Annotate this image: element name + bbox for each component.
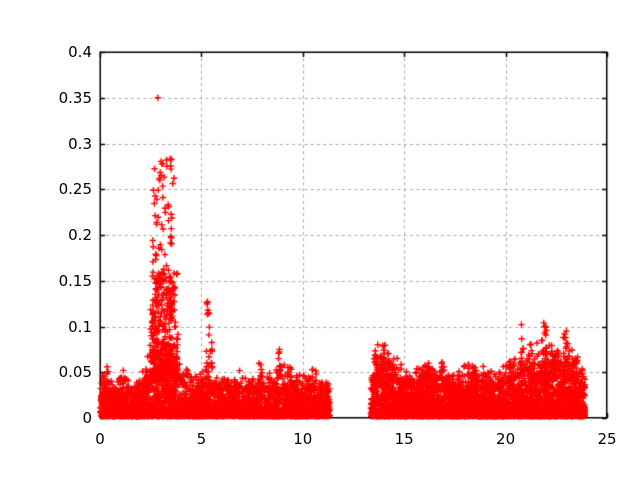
x-tick-label: 10	[293, 430, 313, 448]
x-tick-label: 20	[496, 430, 516, 448]
y-tick-label: 0.1	[68, 317, 92, 336]
y-tick-label: 0	[82, 409, 92, 427]
x-tick-label: 25	[597, 430, 617, 448]
x-tick-label: 15	[394, 430, 414, 448]
y-tick-label: 0.35	[58, 88, 92, 107]
x-tick-label: 5	[196, 430, 207, 448]
y-tick-label: 0.4	[68, 43, 92, 61]
y-tick-label: 0.3	[68, 134, 92, 153]
x-tick-label: 0	[95, 430, 105, 448]
y-tick-label: 0.25	[58, 180, 92, 199]
y-tick-label: 0.2	[68, 226, 92, 244]
y-tick-label: 0.15	[58, 271, 92, 290]
y-tick-label: 0.05	[58, 363, 92, 382]
